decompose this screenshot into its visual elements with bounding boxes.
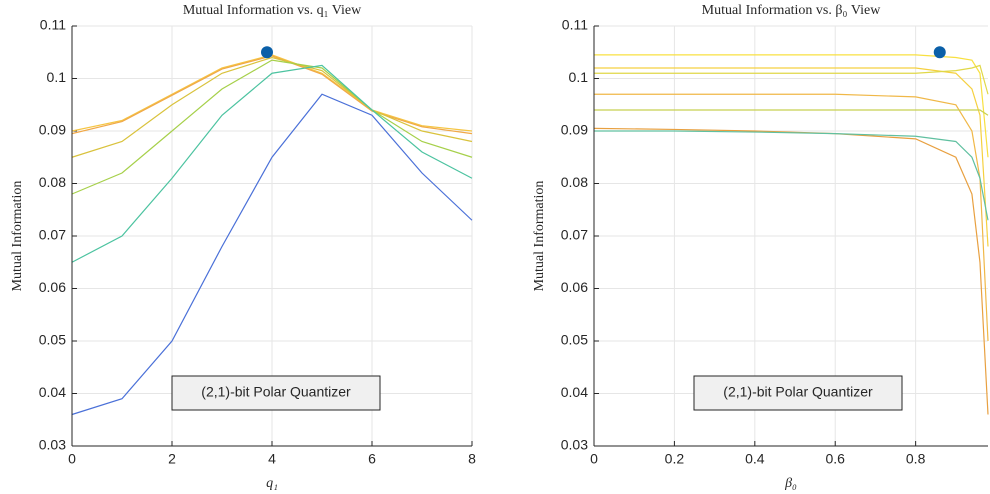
x-tick-label: 0.8 [906, 451, 926, 467]
x-axis-label: β₀ [784, 476, 797, 491]
x-tick-label: 6 [368, 451, 376, 467]
y-tick-label: 0.1 [47, 69, 67, 85]
mesh-line [594, 109, 989, 116]
mesh-line [594, 130, 989, 221]
annotation-box [693, 375, 903, 411]
y-tick-label: 0.11 [562, 17, 588, 33]
y-tick-label: 0.03 [39, 437, 66, 453]
y-tick-label: 0.08 [561, 174, 588, 190]
y-tick-label: 0.1 [569, 69, 589, 85]
y-tick-label: 0.04 [561, 384, 588, 400]
x-tick-label: 0.2 [665, 451, 685, 467]
y-tick-label: 0.03 [561, 437, 588, 453]
mesh-line [594, 64, 989, 95]
mesh-line [71, 56, 473, 158]
axes: 0.03 0.04 0.05 0.06 0.07 0.08 0.09 0.1 0.11 0 0.2 0… [532, 3, 989, 491]
x-tick-label: 0.4 [745, 451, 765, 467]
mesh-line [594, 67, 989, 247]
mesh-line [71, 55, 473, 135]
y-tick-label: 0.09 [39, 122, 66, 138]
y-tick-label: 0.06 [39, 279, 66, 295]
x-axis-label: q₁ [266, 476, 278, 491]
optimum-marker [261, 46, 273, 59]
y-tick-label: 0.04 [39, 384, 66, 400]
y-tick-label: 0.07 [561, 227, 588, 243]
y-tick-label: 0.05 [561, 332, 588, 348]
x-tick-label: 2 [168, 451, 176, 467]
mesh-line [594, 93, 989, 342]
axes: 0.03 0.04 0.05 0.06 0.07 0.08 0.09 0.1 0.11 0 2 4 6 8… [10, 3, 476, 491]
mesh-line [593, 127, 989, 415]
y-tick-label: 0.11 [40, 17, 66, 33]
mesh-line [71, 64, 473, 263]
x-tick-label: 0 [590, 451, 598, 467]
y-tick-label: 0.05 [39, 332, 66, 348]
y-tick-label: 0.09 [561, 122, 588, 138]
mesh-line [71, 93, 473, 416]
y-axis-label: Mutual Information [532, 181, 547, 292]
y-tick-label: 0.08 [39, 174, 66, 190]
mesh-line [594, 54, 989, 158]
y-tick-label: 0.07 [39, 227, 66, 243]
y-tick-label: 0.06 [561, 279, 588, 295]
x-tick-label: 0 [68, 451, 76, 467]
chart-title: Mutual Information vs. q₁ View [183, 3, 362, 18]
mesh-line [71, 59, 473, 195]
x-tick-label: 4 [268, 451, 276, 467]
chart-title: Mutual Information vs. β₀ View [702, 3, 882, 18]
annotation: (2,1)-bit Polar Quantizer [201, 384, 351, 400]
y-axis-label: Mutual Information [10, 181, 25, 292]
x-tick-label: 0.6 [825, 451, 845, 467]
annotation: (2,1)-bit Polar Quantizer [723, 384, 873, 400]
x-tick-label: 8 [468, 451, 476, 467]
optimum-marker [933, 46, 946, 59]
annotation-box [171, 375, 381, 411]
